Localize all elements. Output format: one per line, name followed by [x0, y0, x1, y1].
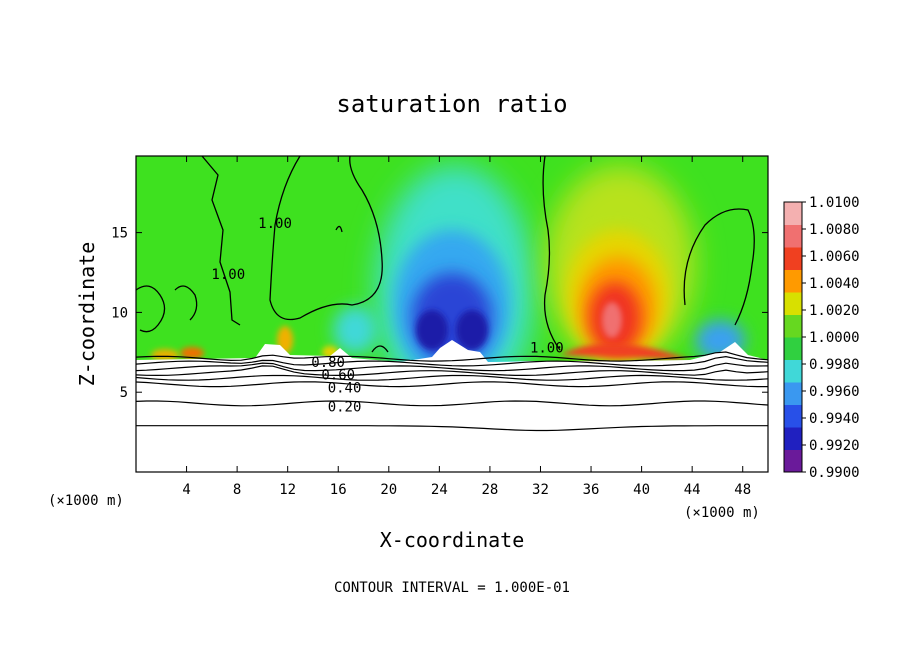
- y-axis-label: Z-coordinate: [75, 242, 99, 387]
- contour-label: 1.00: [211, 267, 245, 283]
- contour-label: 0.20: [328, 400, 362, 416]
- colorbar-swatch: [784, 427, 802, 450]
- x-tick-label: 8: [233, 482, 241, 498]
- colorbar-swatch: [784, 449, 802, 473]
- contour-line: [136, 365, 768, 377]
- y-tick-label: 15: [111, 226, 128, 242]
- plot-area: [136, 156, 768, 472]
- colorbar-swatch: [784, 224, 802, 248]
- contour-line: [136, 355, 768, 367]
- contour-label: 1.00: [530, 341, 564, 357]
- colorbar-swatch: [784, 314, 802, 338]
- x-tick-label: 16: [330, 482, 347, 498]
- contour-line: [136, 400, 768, 407]
- colorbar-label: 1.0040: [809, 276, 860, 292]
- contour-1.00: [136, 156, 755, 353]
- x-tick-label: 36: [583, 482, 600, 498]
- contour-interval-note: CONTOUR INTERVAL = 1.000E-01: [334, 580, 570, 596]
- colorbar-swatch: [784, 292, 802, 315]
- y-tick-label: 5: [120, 385, 128, 401]
- low-contours: [136, 351, 768, 432]
- contour-label: 0.60: [321, 368, 355, 384]
- colorbar-label: 0.9980: [809, 357, 860, 373]
- colorbar-swatch: [784, 404, 802, 428]
- colorbar-label: 1.0000: [809, 330, 860, 346]
- colorbar-swatch: [784, 382, 802, 405]
- unsaturated-region: [136, 340, 768, 472]
- x-tick-label: 24: [431, 482, 448, 498]
- contour-line: [136, 374, 768, 381]
- chart-title: saturation ratio: [336, 90, 567, 118]
- x-tick-label: 20: [380, 482, 397, 498]
- colorbar-label: 0.9960: [809, 384, 860, 400]
- x-tick-label: 44: [684, 482, 701, 498]
- x-unit-right: (×1000 m): [684, 505, 760, 521]
- contour-line: [136, 381, 768, 388]
- colorbar-label: 1.0020: [809, 303, 860, 319]
- colorbar-swatch: [784, 202, 802, 225]
- x-tick-label: 32: [532, 482, 549, 498]
- colorbar: 1.0100 1.0080 1.0060 1.0040 1.0020 1.0000 0.99…: [783, 195, 860, 481]
- colorbar-swatch: [784, 247, 802, 270]
- contour-line: [136, 425, 768, 432]
- contour-labels: 1.00 1.00 1.00 0.800.600.40 0.20: [211, 216, 563, 416]
- x-axis-label: X-coordinate: [380, 528, 525, 552]
- x-tick-label: 48: [734, 482, 751, 498]
- moist-region: [151, 165, 695, 365]
- y-tick-label: 10: [111, 305, 128, 321]
- contour-label: 0.80: [311, 355, 345, 371]
- colorbar-label: 1.0080: [809, 222, 860, 238]
- y-axis: 5 10 15: [111, 226, 768, 401]
- colorbar-label: 0.9900: [809, 465, 860, 481]
- contour-label: 0.40: [328, 380, 362, 396]
- x-axis: 4 8 12 16 20 24 28 32 36 40 44 48: [182, 156, 751, 498]
- colorbar-label: 1.0100: [809, 195, 860, 211]
- x-tick-label: 28: [481, 482, 498, 498]
- colorbar-swatch: [784, 359, 802, 383]
- colorbar-label: 0.9920: [809, 438, 860, 454]
- dry-region: [333, 165, 745, 415]
- x-tick-label: 4: [182, 482, 190, 498]
- contour-line: [136, 351, 768, 362]
- x-tick-label: 12: [279, 482, 296, 498]
- colorbar-label: 1.0060: [809, 249, 860, 265]
- contour-line: [136, 362, 768, 372]
- contour-label: 1.00: [258, 216, 292, 232]
- x-tick-label: 40: [633, 482, 650, 498]
- plot-frame: [135, 155, 769, 473]
- colorbar-swatch: [784, 269, 802, 293]
- colorbar-label: 0.9940: [809, 411, 860, 427]
- x-unit-left: (×1000 m): [48, 493, 124, 509]
- colorbar-swatch: [784, 337, 802, 360]
